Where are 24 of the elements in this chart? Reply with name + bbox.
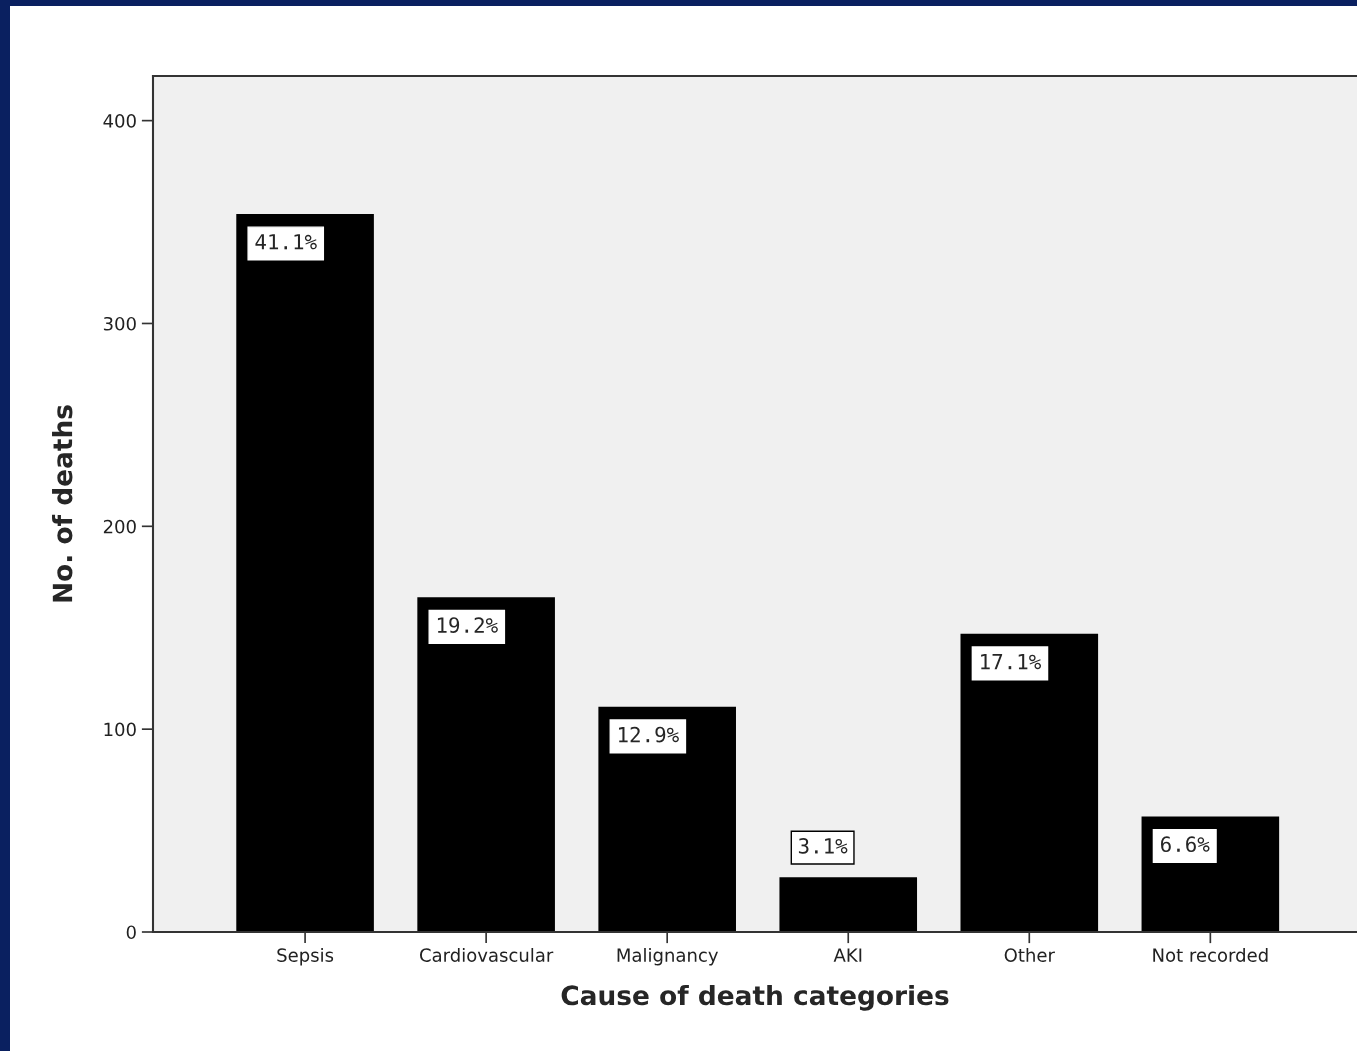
annotation: 17.1%	[981, 654, 1041, 670]
bar	[960, 633, 1099, 932]
annotation: 41.1%	[255, 234, 317, 250]
y-tick-label: 0	[126, 925, 136, 940]
x-tick-label: Sepsis	[277, 947, 334, 966]
annotation: 6.6%	[1161, 836, 1210, 853]
x-tick-label: Not recorded	[1153, 947, 1268, 962]
bar	[236, 213, 374, 932]
y-tick-label: 300	[103, 316, 136, 331]
bar	[417, 597, 555, 932]
x-tick-label: AKI	[833, 948, 862, 962]
bar	[598, 706, 736, 932]
x-tick-label: Other	[1004, 947, 1055, 962]
y-tick-label: 100	[104, 722, 136, 737]
x-tick-label: Cardiovascular	[419, 947, 554, 962]
annotation: 19.2%	[437, 617, 498, 633]
x-axis-title: Cause of death categories	[561, 984, 949, 1011]
y-tick-label: 200	[103, 519, 136, 534]
bar	[779, 877, 918, 932]
y-axis-title: No. of deaths	[52, 405, 73, 602]
annotation: 3.1%	[798, 837, 848, 854]
x-tick-label: Malignancy	[617, 947, 718, 966]
y-tick-label: 400	[103, 114, 136, 128]
annotation: 12.9%	[619, 726, 679, 743]
